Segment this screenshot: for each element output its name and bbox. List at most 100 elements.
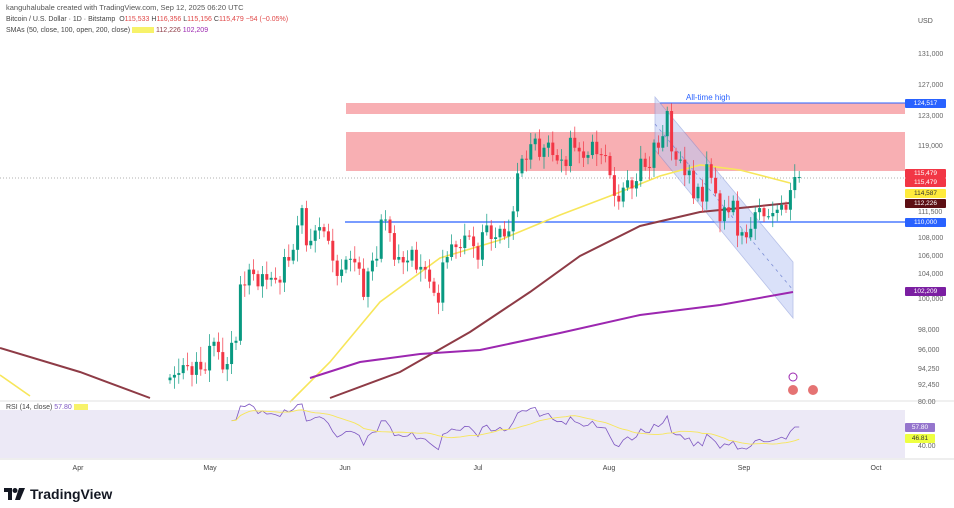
open-label: O <box>119 16 125 23</box>
candle <box>595 130 599 167</box>
candle <box>700 179 704 213</box>
candle-body <box>727 207 731 213</box>
candle-body <box>304 208 308 246</box>
candle-body <box>269 277 273 280</box>
candle-body <box>604 155 608 157</box>
candle-body <box>274 277 278 280</box>
tradingview-logo-icon <box>4 488 25 500</box>
sma200-value: 102,209 <box>182 27 209 34</box>
month-label: Jul <box>473 465 483 472</box>
candle-body <box>348 258 352 260</box>
candle <box>392 225 396 266</box>
candle <box>432 277 436 297</box>
rsi-label[interactable]: RSI (14, close) <box>6 404 53 411</box>
candle-body <box>568 137 572 167</box>
candle-body <box>384 219 388 221</box>
candle-body <box>797 177 801 178</box>
month-label: Oct <box>870 465 882 472</box>
candle-body <box>714 177 718 194</box>
candle <box>542 144 546 169</box>
candle-body <box>494 237 498 239</box>
candle-body <box>296 225 300 250</box>
candle <box>172 366 176 389</box>
high-label: H <box>151 16 157 23</box>
candle <box>186 352 190 371</box>
candle-body <box>419 266 423 270</box>
candle <box>436 284 440 315</box>
candle-body <box>775 209 779 213</box>
candle <box>665 106 669 147</box>
candle-body <box>560 159 564 161</box>
candle <box>168 374 172 384</box>
candle <box>335 254 339 286</box>
price-tag: 112,226 <box>905 198 946 208</box>
candle <box>538 129 542 161</box>
candle <box>656 135 660 155</box>
sma100-value: 112,226 <box>156 27 181 34</box>
candle <box>247 263 251 295</box>
candle-body <box>577 147 581 152</box>
candle <box>489 219 493 251</box>
candle-body <box>780 204 784 210</box>
candle <box>612 166 616 207</box>
candle <box>216 332 220 360</box>
candle-body <box>485 225 489 233</box>
candle-body <box>212 341 216 346</box>
candle <box>577 142 581 164</box>
ath-annotation: All-time high <box>686 93 731 102</box>
candle-body <box>630 180 634 189</box>
candle-body <box>480 232 484 260</box>
candle-body <box>243 284 247 286</box>
candle-body <box>683 159 687 176</box>
candle-body <box>656 142 660 148</box>
symbol-name[interactable]: Bitcoin / U.S. Dollar · 1D · Bitstamp <box>6 16 116 23</box>
candle <box>467 230 471 240</box>
candle <box>661 125 665 152</box>
us-flag-icon <box>808 385 818 395</box>
candle <box>252 259 256 281</box>
candle-body <box>216 341 220 353</box>
candle-body <box>634 181 638 189</box>
candle <box>599 148 603 165</box>
candle-body <box>190 366 194 375</box>
candle-body <box>467 235 471 237</box>
candle <box>630 177 634 200</box>
candle <box>304 200 308 252</box>
candle-body <box>762 208 766 217</box>
candle <box>177 358 181 384</box>
candle-body <box>401 257 405 263</box>
price-tick-label: 119,000 <box>918 143 943 150</box>
price-tick-label: 111,500 <box>918 209 943 216</box>
candle <box>771 201 775 228</box>
tradingview-logo[interactable]: TradingView <box>4 486 112 502</box>
candle-body <box>498 228 502 238</box>
candle-body <box>542 147 546 157</box>
candle <box>485 213 489 236</box>
candle-body <box>406 260 410 263</box>
candle <box>524 150 528 172</box>
candle-body <box>186 365 190 367</box>
candle-body <box>696 186 700 199</box>
candle-body <box>410 249 414 261</box>
candle-body <box>718 193 722 222</box>
rsi-tag: 46.81 <box>905 433 935 443</box>
candle <box>203 362 207 374</box>
sma-label[interactable]: SMAs (50, close, 100, open, 200, close) <box>6 27 131 34</box>
candle <box>480 224 484 266</box>
candle <box>744 224 748 244</box>
candle-body <box>520 158 524 174</box>
candle <box>441 249 445 312</box>
month-label: Sep <box>737 465 751 472</box>
price-tick-label: 100,000 <box>918 296 944 303</box>
candle <box>749 217 753 241</box>
rsi-tag: 57.80 <box>905 422 935 432</box>
candle <box>423 261 427 279</box>
candle-body <box>428 269 432 282</box>
candle <box>718 190 722 233</box>
candle-body <box>172 374 176 378</box>
candle-body <box>533 138 537 145</box>
candle-body <box>784 204 788 210</box>
candle <box>353 246 357 272</box>
candle-body <box>595 141 599 155</box>
